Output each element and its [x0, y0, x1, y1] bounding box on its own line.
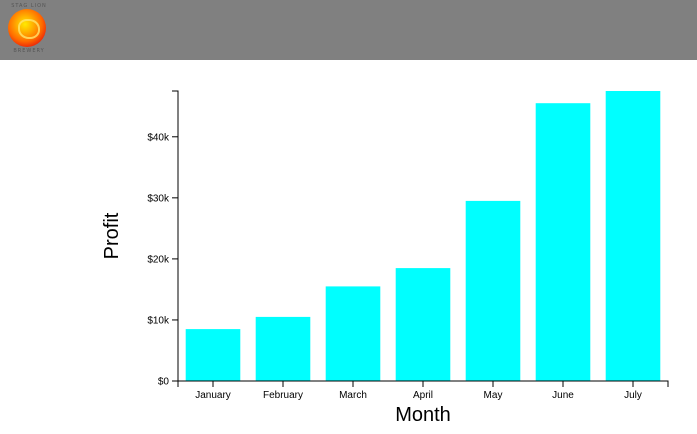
y-tick-label: $30k — [147, 193, 170, 204]
x-tick-label: January — [195, 390, 231, 401]
bar-april[interactable] — [395, 268, 451, 381]
y-axis-line — [172, 90, 179, 382]
y-tick-label: $20k — [147, 254, 170, 265]
y-tick-label: $40k — [147, 132, 170, 143]
y-tick-label: $0 — [158, 377, 170, 388]
x-tick-label: May — [484, 390, 503, 401]
x-axis: January February March April May June July — [177, 380, 669, 401]
x-tick-label: June — [552, 390, 574, 401]
header-bar: STAG LION BREWERY — [0, 0, 697, 60]
y-tick-label: $10k — [147, 315, 170, 326]
profit-bar-chart: $0 $10k $20k $30k $40k January February March A… — [101, 90, 669, 426]
bar-may[interactable] — [465, 200, 521, 381]
bars — [185, 91, 661, 381]
x-tick-label: March — [339, 390, 367, 401]
bar-june[interactable] — [535, 103, 591, 381]
bar-february[interactable] — [255, 316, 311, 381]
y-axis-title: Profit — [101, 212, 123, 259]
y-axis: $0 $10k $20k $30k $40k — [147, 90, 179, 388]
x-tick-label: April — [413, 390, 433, 401]
logo-top-text: STAG LION — [11, 3, 47, 9]
logo-bottom-text: BREWERY — [13, 48, 45, 54]
x-axis-title: Month — [395, 404, 451, 426]
bar-january[interactable] — [185, 329, 241, 381]
x-tick-label: February — [263, 390, 303, 401]
x-tick-label: July — [624, 390, 642, 401]
bar-july[interactable] — [605, 91, 661, 381]
bar-march[interactable] — [325, 286, 381, 381]
brewery-logo[interactable]: STAG LION BREWERY — [4, 3, 54, 55]
logo-ring-icon — [18, 19, 40, 39]
